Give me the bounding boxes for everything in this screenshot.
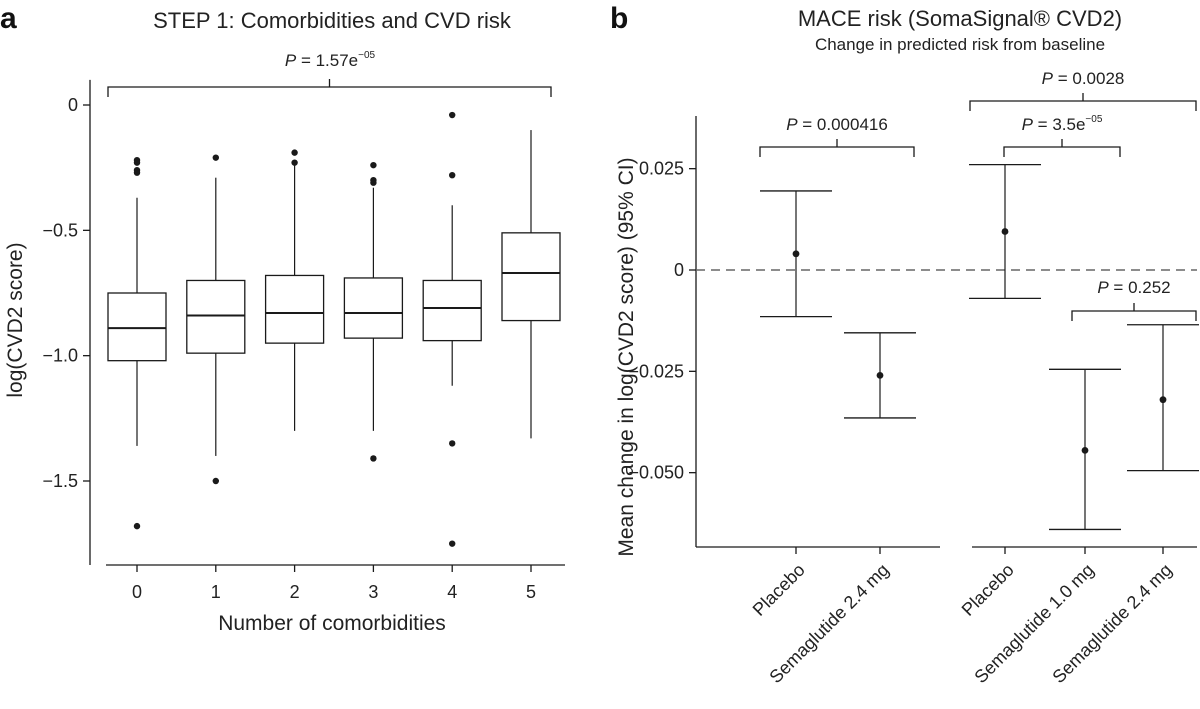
box-outlier	[370, 161, 377, 169]
panel-b-x-tick-label: Placebo	[958, 560, 1018, 620]
panel-b-y-axis-label: Mean change in log(CVD2 score) (95% CI)	[615, 157, 638, 556]
panel-b-bracket-2	[969, 93, 1197, 111]
panel-b-y-tick-label: 0	[674, 260, 684, 280]
panel-a-y-tick-label: 0	[68, 95, 78, 115]
panel-b-bracket-4	[1071, 303, 1197, 321]
box-3	[343, 161, 404, 462]
panel-b: b MACE risk (SomaSignal® CVD2) Change in…	[610, 2, 1199, 687]
panel-a-y-tick-label: −0.5	[42, 220, 78, 240]
box-outlier	[133, 169, 141, 176]
panel-a-x-tick-label: 2	[290, 582, 300, 602]
box-outlier	[370, 179, 377, 186]
panel-b-bracket-3	[1003, 139, 1121, 157]
panel-letter-b: b	[610, 2, 628, 35]
panel-b-y-tick-label: 0.025	[639, 159, 684, 179]
panel-a: a STEP 1: Comorbidities and CVD risk Num…	[0, 2, 565, 635]
panel-a-x-tick-label: 3	[368, 582, 378, 602]
box-outlier	[370, 455, 377, 462]
panel-letter-a: a	[0, 2, 17, 35]
box-outlier	[449, 171, 456, 179]
box-iqr	[501, 232, 561, 322]
panel-b-p-value-4: P = 0.252	[1097, 278, 1170, 297]
panel-a-annotations: P = 1.57e−05	[107, 50, 552, 97]
box-1	[186, 154, 246, 485]
box-outlier	[449, 540, 456, 547]
box-iqr	[186, 279, 246, 354]
box-5	[501, 130, 561, 439]
panel-a-x-tick-label: 5	[526, 582, 536, 602]
panel-b-y-tick-label: −0.050	[628, 463, 684, 483]
panel-a-y-axis-label: log(CVD2 score)	[4, 242, 27, 397]
errorbar-semaglutide-2-4-mg	[844, 332, 916, 419]
errorbar-mean-point	[1081, 446, 1089, 454]
errorbar-mean-point	[1001, 228, 1009, 235]
box-iqr	[264, 274, 325, 344]
box-4	[422, 111, 482, 547]
panel-b-p-value-2: P = 0.0028	[1042, 69, 1125, 88]
box-outlier	[449, 111, 456, 119]
panel-b-x-tick-label: Placebo	[749, 560, 809, 620]
panel-a-y-tick-label: −1.0	[42, 346, 78, 366]
box-iqr	[107, 292, 167, 362]
box-0	[107, 156, 167, 530]
panel-a-title: STEP 1: Comorbidities and CVD risk	[153, 8, 512, 33]
box-2	[264, 149, 325, 431]
panel-a-x-tick-label: 4	[447, 582, 457, 602]
box-outlier	[449, 440, 456, 447]
panel-a-x-tick-label: 1	[211, 582, 221, 602]
box-outlier	[291, 149, 298, 156]
errorbar-semaglutide-1-0-mg	[1049, 368, 1121, 531]
panel-a-boxes	[107, 111, 561, 547]
errorbar-mean-point	[1159, 396, 1167, 404]
panel-b-title: MACE risk (SomaSignal® CVD2)	[798, 6, 1122, 31]
box-outlier	[212, 477, 219, 485]
panel-a-p-value: P = 1.57e−05	[285, 50, 376, 70]
errorbar-mean-point	[792, 250, 800, 258]
box-outlier	[133, 522, 141, 530]
panel-a-significance-bracket	[107, 79, 552, 97]
errorbar-semaglutide-2-4-mg	[1127, 324, 1199, 472]
panel-b-p-value-3: P = 3.5e−05	[1022, 114, 1103, 134]
panel-b-bracket-1	[759, 139, 915, 157]
panel-b-annotations: P = 0.000416 P = 0.0028 P = 3.5e−05 P = 0.2…	[759, 69, 1197, 321]
errorbar-mean-point	[876, 371, 884, 379]
box-outlier	[291, 159, 298, 166]
panel-b-points	[760, 163, 1199, 531]
panel-b-y-tick-label: −0.025	[628, 361, 684, 381]
panel-b-subtitle: Change in predicted risk from baseline	[815, 35, 1105, 54]
panel-a-axes: 0 −0.5 −1.0 −1.5 0 1 2 3 4 5	[42, 79, 565, 602]
box-outlier	[133, 159, 141, 166]
panel-a-x-axis-label: Number of comorbidities	[218, 612, 446, 635]
panel-a-y-tick-label: −1.5	[42, 471, 78, 491]
errorbar-placebo	[760, 190, 832, 318]
panel-a-x-tick-label: 0	[132, 582, 142, 602]
box-iqr	[422, 279, 482, 342]
panel-b-p-value-1: P = 0.000416	[786, 115, 888, 134]
box-iqr	[343, 277, 404, 339]
errorbar-placebo	[969, 163, 1041, 300]
box-outlier	[212, 154, 219, 161]
